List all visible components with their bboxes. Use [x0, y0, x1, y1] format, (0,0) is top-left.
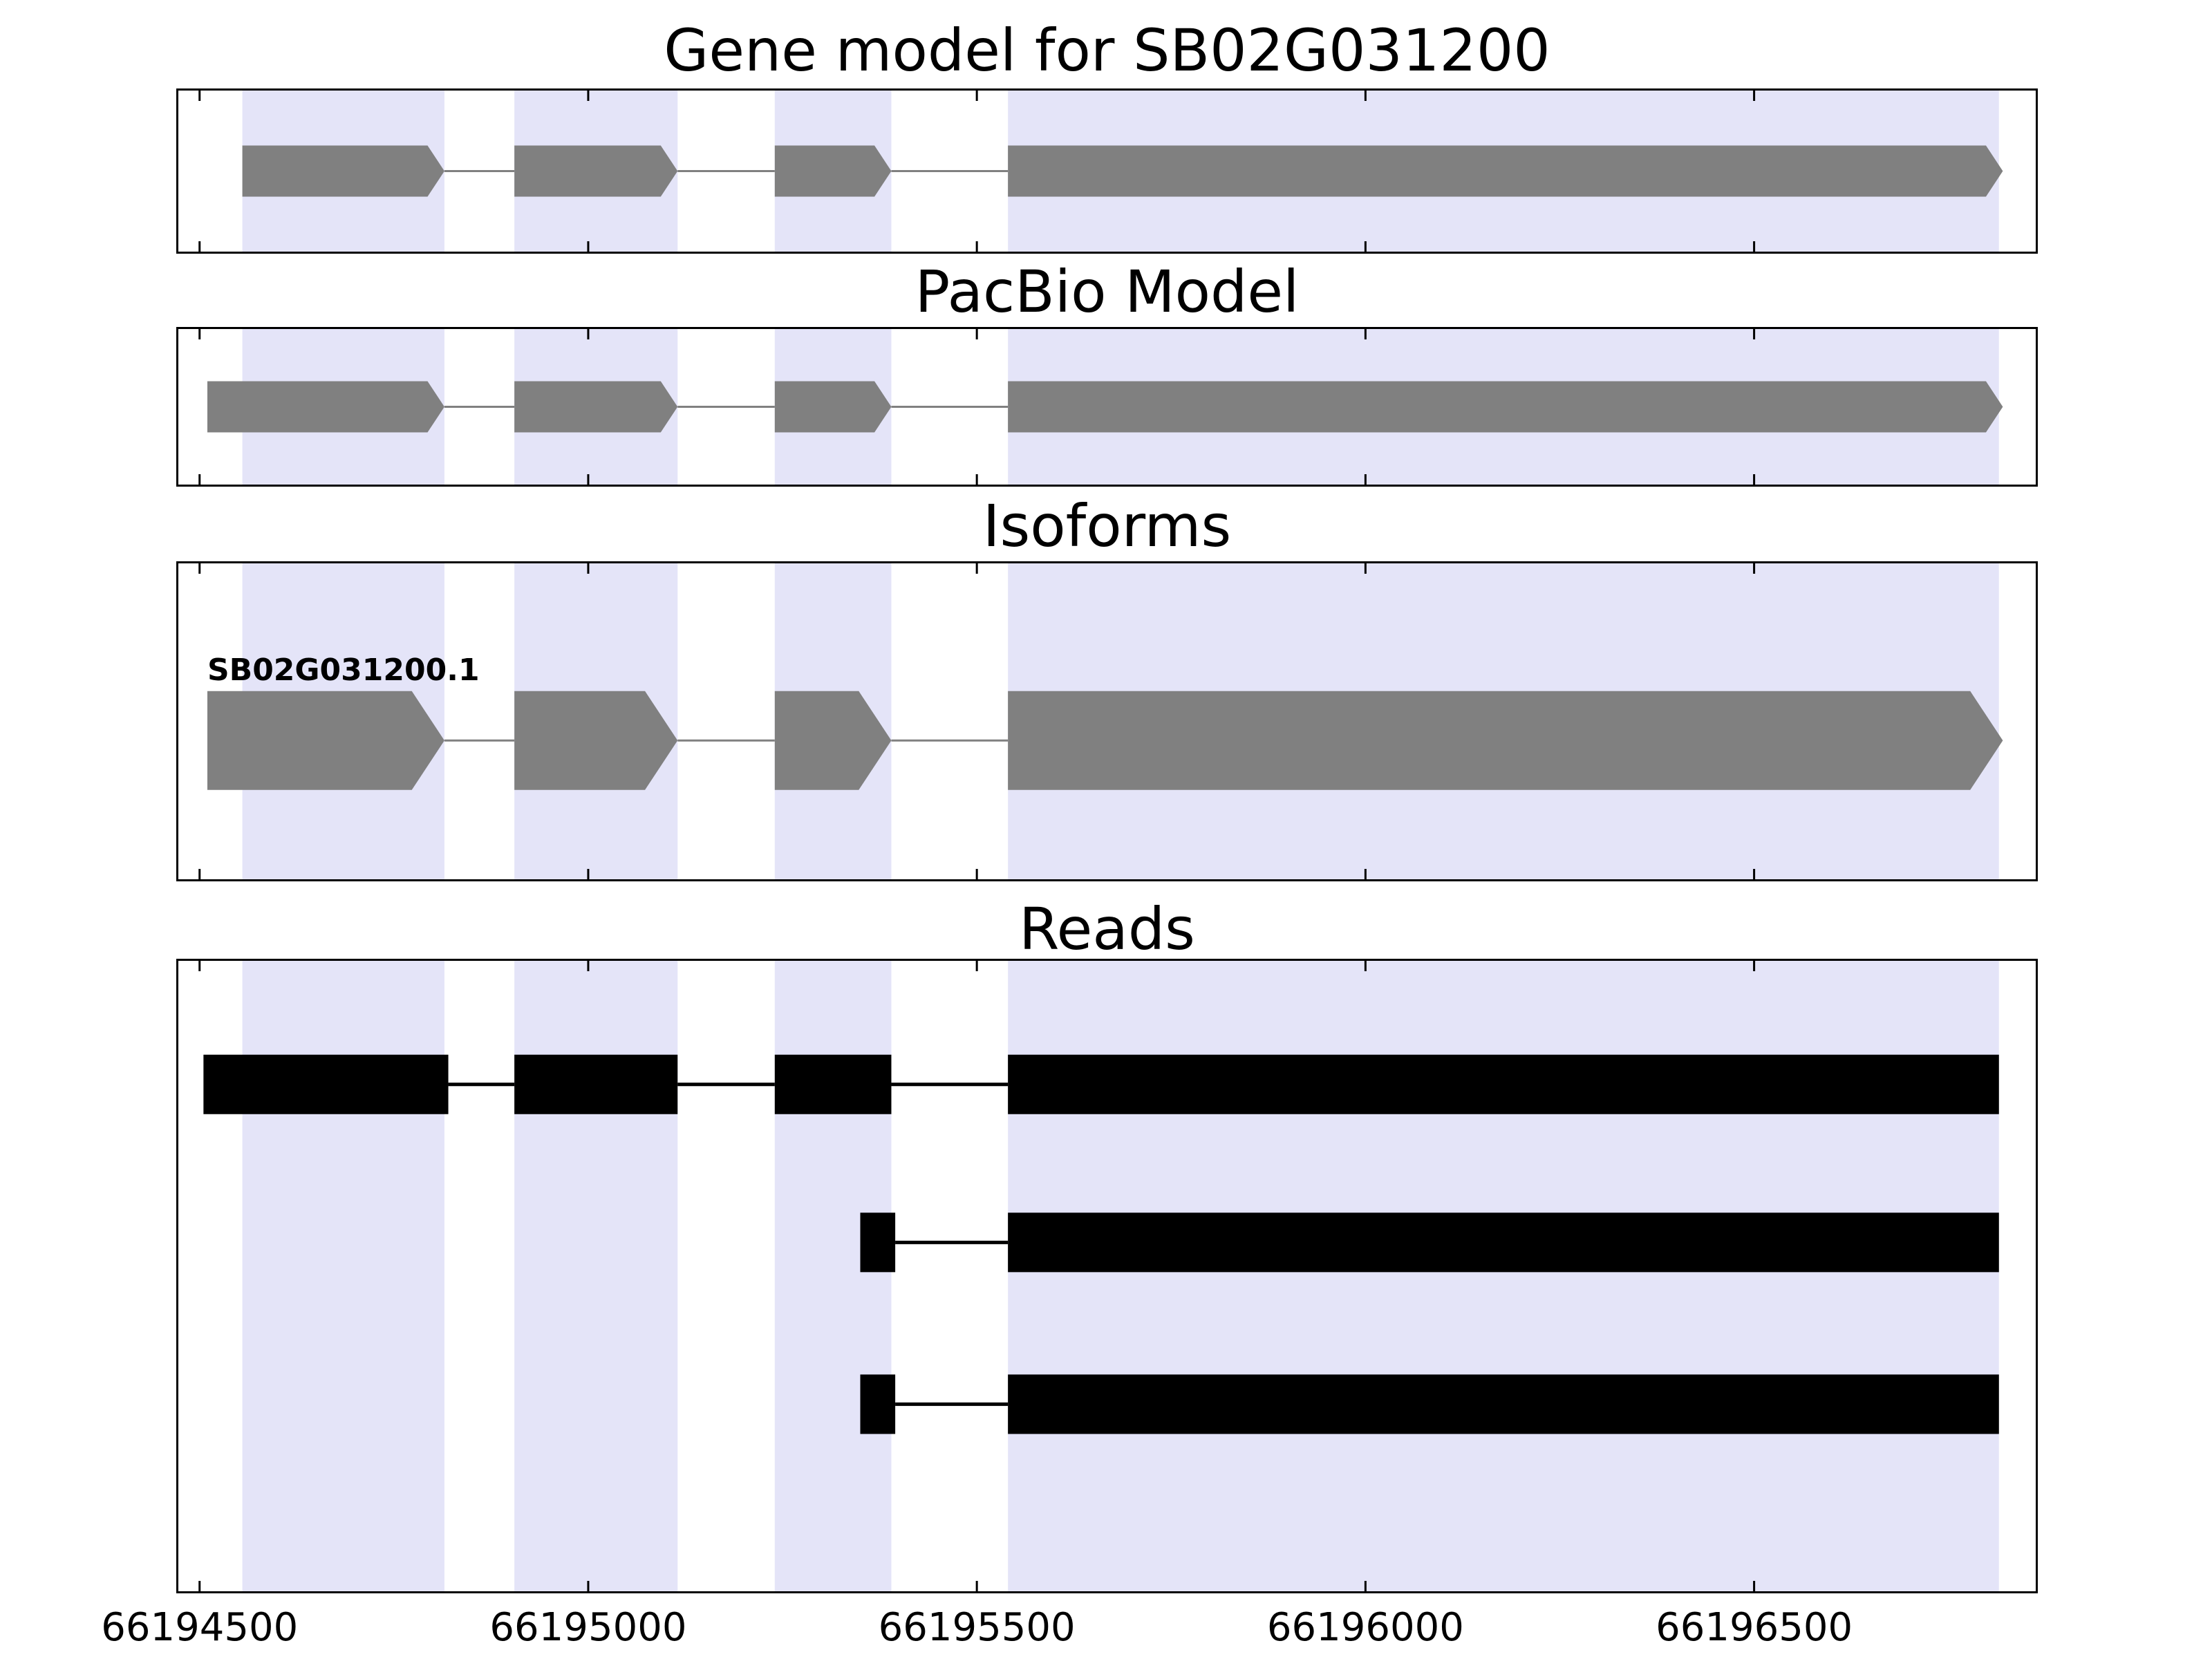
read-exon [1008, 1374, 1999, 1434]
highlight-band [242, 959, 444, 1593]
panel-title-pacbio-model: PacBio Model [915, 258, 1300, 326]
read-exon [774, 1054, 892, 1114]
read-exon [203, 1054, 449, 1114]
reads-panel [176, 959, 2038, 1593]
x-tick-label: 66195500 [878, 1605, 1076, 1650]
isoforms-panel: SB02G031200.1 [176, 561, 2038, 881]
panel-border [176, 327, 2038, 487]
read-exon [860, 1212, 896, 1273]
exon-shape [774, 691, 892, 790]
panel-title-reads: Reads [1019, 895, 1195, 963]
isoform-label: SB02G031200.1 [207, 653, 480, 688]
panel-border [176, 959, 2038, 1593]
exon-shape [514, 691, 678, 790]
read-exon [514, 1054, 678, 1114]
exon-shape [514, 145, 678, 197]
x-tick-label: 66194500 [101, 1605, 299, 1650]
exon-shape [774, 145, 892, 197]
x-tick-label: 66195000 [489, 1605, 687, 1650]
x-tick-label: 66196500 [1656, 1605, 1853, 1650]
exon-shape [1008, 691, 2003, 790]
gene-model-panel [176, 88, 2038, 254]
read-exon [1008, 1212, 1999, 1273]
exon-shape [242, 145, 444, 197]
x-tick-label: 66196000 [1266, 1605, 1464, 1650]
pacbio-model-panel [176, 327, 2038, 487]
highlight-band [1008, 959, 1999, 1593]
highlight-band [774, 959, 892, 1593]
exon-shape [1008, 381, 2003, 433]
read-exon [860, 1374, 896, 1434]
exon-shape [774, 381, 892, 433]
exon-shape [207, 691, 444, 790]
panel-border [176, 561, 2038, 881]
panel-title-isoforms: Isoforms [982, 492, 1232, 560]
exon-shape [207, 381, 444, 433]
panel-border [176, 88, 2038, 254]
highlight-band [514, 959, 678, 1593]
read-exon [1008, 1054, 1999, 1114]
exon-shape [514, 381, 678, 433]
exon-shape [1008, 145, 2003, 197]
panel-title-gene-model: Gene model for SB02G031200 [664, 17, 1550, 84]
